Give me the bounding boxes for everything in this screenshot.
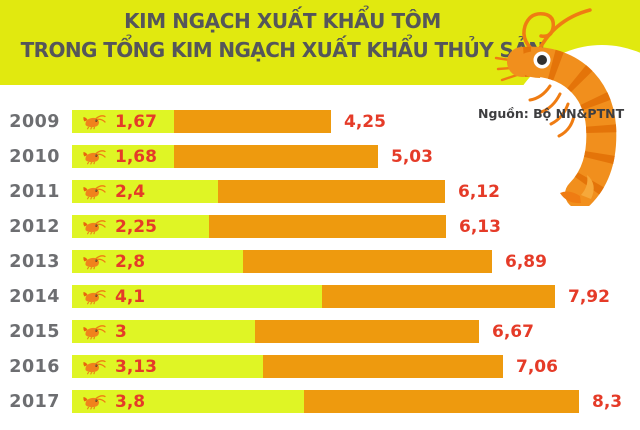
shrimp-icon xyxy=(82,254,106,270)
chart-row: 2015 3 6,67 xyxy=(0,320,640,343)
shrimp-export-bar: 1,67 xyxy=(72,110,174,133)
chart-row: 2013 2,8 6,89 xyxy=(0,250,640,273)
shrimp-value-label: 3,8 xyxy=(115,391,146,412)
shrimp-icon xyxy=(82,289,106,305)
shrimp-export-bar: 3,8 xyxy=(72,390,304,413)
year-label: 2010 xyxy=(9,146,60,167)
shrimp-export-bar: 3 xyxy=(72,320,255,343)
total-export-bar xyxy=(322,285,555,308)
chart-row: 2017 3,8 8,3 xyxy=(0,390,640,413)
shrimp-value-label: 2,8 xyxy=(115,251,146,272)
shrimp-icon xyxy=(82,114,106,130)
year-label: 2009 xyxy=(9,111,60,132)
chart-row: 2016 3,13 7,06 xyxy=(0,355,640,378)
total-export-bar xyxy=(218,180,445,203)
page-title: KIM NGẠCH XUẤT KHẨU TÔM TRONG TỔNG KIM N… xyxy=(0,11,565,60)
year-label: 2017 xyxy=(9,391,60,412)
shrimp-value-label: 2,25 xyxy=(115,216,157,237)
shrimp-export-bar: 2,8 xyxy=(72,250,243,273)
year-label: 2015 xyxy=(9,321,60,342)
source-note: Nguồn: Bộ NN&PTNT xyxy=(478,106,625,121)
year-label: 2016 xyxy=(9,356,60,377)
total-export-bar xyxy=(304,390,579,413)
title-line-1: KIM NGẠCH XUẤT KHẨU TÔM xyxy=(124,9,441,33)
year-label: 2012 xyxy=(9,216,60,237)
shrimp-value-label: 4,1 xyxy=(115,286,146,307)
total-value-label: 6,89 xyxy=(505,251,547,272)
shrimp-export-bar: 2,25 xyxy=(72,215,209,238)
total-export-bar xyxy=(263,355,503,378)
chart-row: 2012 2,25 6,13 xyxy=(0,215,640,238)
total-value-label: 6,67 xyxy=(492,321,534,342)
shrimp-value-label: 1,67 xyxy=(115,111,157,132)
shrimp-export-bar: 2,4 xyxy=(72,180,218,203)
shrimp-icon xyxy=(82,219,106,235)
shrimp-export-bar: 1,68 xyxy=(72,145,174,168)
chart-row: 2014 4,1 7,92 xyxy=(0,285,640,308)
total-value-label: 7,92 xyxy=(568,286,610,307)
total-value-label: 4,25 xyxy=(344,111,386,132)
shrimp-illustration xyxy=(494,8,640,206)
chart-row: 2010 1,68 5,03 xyxy=(0,145,640,168)
shrimp-value-label: 3 xyxy=(115,321,127,342)
total-value-label: 6,12 xyxy=(458,181,500,202)
shrimp-export-bar: 4,1 xyxy=(72,285,322,308)
shrimp-icon xyxy=(82,149,106,165)
total-export-bar xyxy=(243,250,492,273)
chart-row: 2011 2,4 6,12 xyxy=(0,180,640,203)
total-export-bar xyxy=(209,215,446,238)
year-label: 2014 xyxy=(9,286,60,307)
total-value-label: 8,3 xyxy=(592,391,623,412)
year-label: 2011 xyxy=(9,181,60,202)
bar-chart: 2009 1,67 4,25 2010 1,68 5,03 2011 2,4 6,12 2012 2… xyxy=(0,110,640,425)
total-export-bar xyxy=(174,110,331,133)
shrimp-value-label: 3,13 xyxy=(115,356,157,377)
shrimp-export-bar: 3,13 xyxy=(72,355,263,378)
total-value-label: 6,13 xyxy=(459,216,501,237)
shrimp-icon xyxy=(82,324,106,340)
year-label: 2013 xyxy=(9,251,60,272)
total-value-label: 7,06 xyxy=(516,356,558,377)
shrimp-icon xyxy=(82,394,106,410)
title-line-2: TRONG TỔNG KIM NGẠCH XUẤT KHẨU THỦY SẢN xyxy=(20,38,545,62)
total-export-bar xyxy=(255,320,479,343)
chart-row: 2009 1,67 4,25 xyxy=(0,110,640,133)
total-value-label: 5,03 xyxy=(391,146,433,167)
shrimp-icon xyxy=(82,359,106,375)
shrimp-icon xyxy=(82,184,106,200)
chart-rows: 2009 1,67 4,25 2010 1,68 5,03 2011 2,4 6,12 2012 2… xyxy=(0,110,640,413)
shrimp-value-label: 1,68 xyxy=(115,146,157,167)
total-export-bar xyxy=(174,145,378,168)
shrimp-value-label: 2,4 xyxy=(115,181,146,202)
